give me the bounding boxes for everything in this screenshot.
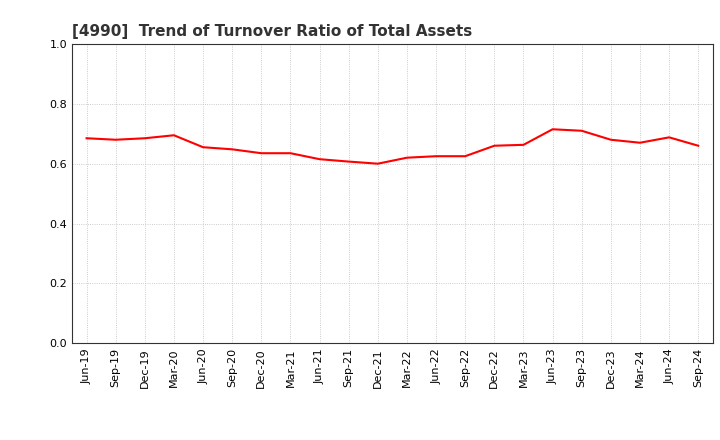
Text: [4990]  Trend of Turnover Ratio of Total Assets: [4990] Trend of Turnover Ratio of Total … [72,24,472,39]
